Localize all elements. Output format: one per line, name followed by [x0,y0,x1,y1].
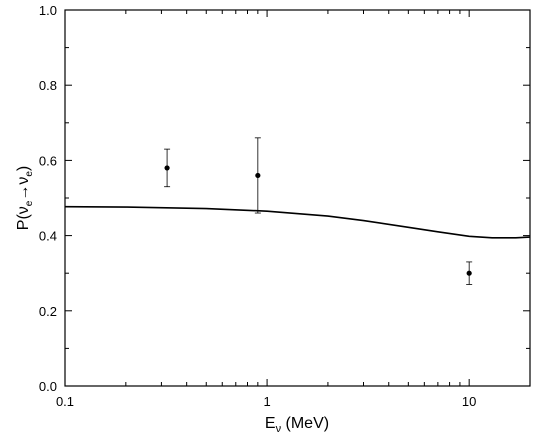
y-axis-title-nu2: ν [15,177,32,185]
x-tick-label: 0.1 [56,394,74,409]
y-axis-title: P(νe→νe) [15,166,35,230]
x-axis-title-sub: ν [276,423,282,435]
y-axis-title-close: ) [15,166,32,171]
y-tick-label: 0.6 [39,153,57,168]
data-points [164,137,473,285]
y-tick-label: 0.2 [39,304,57,319]
theory-curve [64,205,531,239]
data-point [466,270,472,276]
y-tick-label: 0.4 [39,229,57,244]
data-point-group [164,148,171,188]
x-axis-title-rest: (MeV) [281,415,329,432]
y-axis-ticks: 0.0 0.2 0.4 0.6 0.8 1.0 [39,3,530,394]
y-tick-label: 0.0 [39,379,57,394]
x-axis-title: Eν (MeV) [265,415,329,435]
data-point-group [254,137,261,214]
data-point-group [466,261,473,285]
x-tick-label: 1 [263,394,270,409]
data-point [164,165,170,171]
x-axis-title-main: E [265,415,276,432]
x-tick-label: 10 [462,394,476,409]
y-tick-label: 0.8 [39,78,57,93]
y-tick-label: 1.0 [39,3,57,18]
y-axis-title-sub1: e [24,200,35,206]
y-axis-title-p: P( [15,214,32,231]
y-axis-title-sub2: e [24,171,35,177]
x-axis-ticks: 0.1 1 10 [56,10,531,409]
data-point [255,172,261,179]
y-axis-title-nu1: ν [15,206,32,214]
plot-frame [64,9,531,387]
y-axis-title-arrow: → [15,185,32,201]
